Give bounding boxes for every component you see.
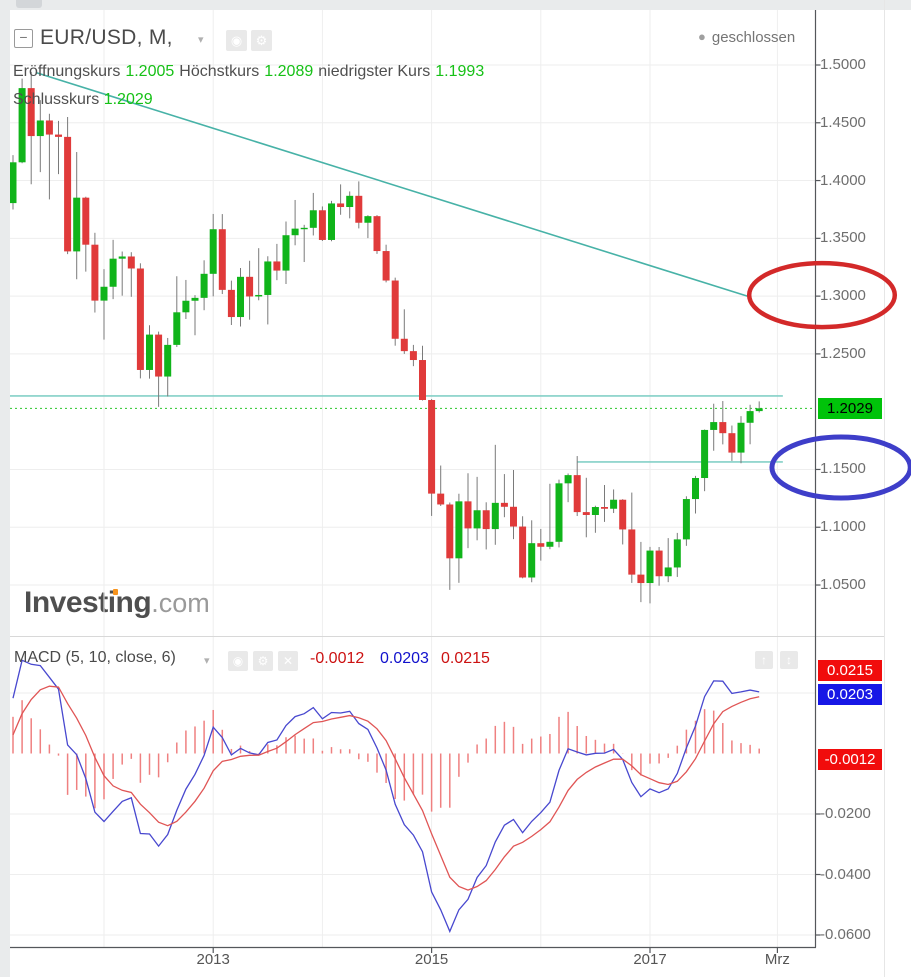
price-axis-label: 1.5000: [820, 56, 866, 73]
eye-icon: ◉: [232, 654, 244, 668]
macd-histogram: [12, 700, 760, 812]
x-axis-label: 2015: [414, 951, 449, 968]
macd-signal-line: [12, 685, 760, 891]
price-pane: [10, 71, 815, 604]
macd-line-value: 0.0203: [380, 650, 429, 667]
price-axis-label: 1.0500: [820, 576, 866, 594]
x-axis-label: 2017: [633, 951, 667, 968]
page-left-strip: [0, 0, 10, 977]
close-label: Schlusskurs: [13, 91, 100, 108]
macd-line: [12, 659, 760, 934]
low-label: niedrigster Kurs: [318, 63, 431, 80]
close-readout: Schlusskurs 1.2029: [13, 91, 153, 109]
candlestick-series: [10, 71, 763, 604]
panel-right-border: [884, 0, 885, 977]
market-status: ● geschlossen: [698, 29, 795, 46]
low-value: 1.1993: [435, 63, 485, 80]
price-axis-label: 1.1000: [820, 518, 866, 536]
macd-title[interactable]: MACD (5, 10, close, 6): [14, 649, 176, 666]
price-axis-label: 1.3500: [820, 229, 866, 247]
high-value: 1.2089: [264, 63, 314, 80]
minus-icon: −: [19, 29, 28, 45]
macd-signal-value: 0.0215: [441, 650, 490, 667]
price-axis-label: 1.4500: [820, 113, 866, 131]
macd-histogram-axis-label: -0.0012: [818, 749, 882, 770]
investing-logo: Investing.com: [24, 586, 210, 620]
price-axis-label: 1.1500: [820, 460, 866, 478]
gear-icon: ⚙: [255, 33, 268, 48]
macd-visibility-button[interactable]: ◉: [228, 651, 248, 671]
ohlc-readout: Eröffnungskurs 1.2005 Höchstkurs 1.2089 nied…: [13, 63, 489, 81]
symbol-title[interactable]: EUR/USD, M,: [40, 26, 173, 49]
visibility-toggle-button[interactable]: ◉: [226, 30, 247, 51]
price-axis-label: 1.2500: [820, 344, 866, 362]
x-axis-label: 2013: [196, 951, 230, 968]
status-dot-icon: ●: [698, 29, 706, 44]
page-top-strip: [0, 0, 911, 10]
close-icon: ✕: [282, 654, 294, 668]
axes[interactable]: [10, 10, 884, 953]
arrow-up-icon: ↑: [761, 653, 767, 667]
logo-brand-text: Investing: [24, 586, 152, 619]
chevron-down-icon[interactable]: ▾: [198, 34, 204, 46]
logo-orange-dot: [113, 589, 118, 595]
collapse-pane-button[interactable]: −: [14, 29, 33, 48]
arrow-updown-icon: ↕: [786, 653, 792, 667]
macd-axis-label: -0.0400: [820, 865, 871, 883]
gear-icon: ⚙: [257, 654, 269, 668]
macd-remove-button[interactable]: ✕: [278, 651, 298, 671]
gridlines: [10, 10, 815, 947]
macd-line-axis-label: 0.0203: [818, 684, 882, 705]
logo-tld-text: .com: [151, 588, 210, 618]
macd-axis-label: -0.0600: [820, 926, 871, 943]
macd-pane: [12, 659, 760, 934]
scrollbar-remnant: [16, 0, 42, 8]
status-text: geschlossen: [711, 29, 796, 46]
eye-icon: ◉: [230, 33, 243, 48]
pane-move-up-button[interactable]: ↑: [755, 651, 773, 669]
macd-settings-button[interactable]: ⚙: [253, 651, 273, 671]
macd-chevron-down-icon[interactable]: ▾: [204, 655, 210, 667]
macd-axis-label: -0.0200: [820, 805, 871, 822]
open-value: 1.2005: [125, 63, 175, 80]
high-label: Höchstkurs: [179, 63, 260, 80]
chart-settings-button[interactable]: ⚙: [251, 30, 272, 51]
pane-resize-button[interactable]: ↕: [780, 651, 798, 669]
close-value: 1.2029: [103, 91, 153, 108]
open-label: Eröffnungskurs: [13, 63, 121, 80]
price-axis-label: 1.3000: [820, 287, 866, 305]
x-axis-label: Mrz: [764, 951, 790, 968]
last-price-label: 1.2029: [818, 398, 882, 419]
macd-histogram-value: -0.0012: [310, 650, 365, 667]
price-axis-label: 1.4000: [820, 171, 866, 189]
macd-signal-axis-label: 0.0215: [818, 660, 882, 681]
